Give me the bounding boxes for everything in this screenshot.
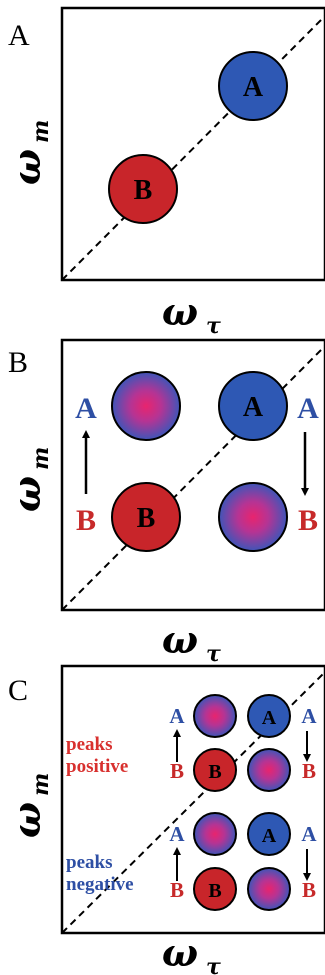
- panel-b-letter: B: [8, 346, 28, 379]
- panel-c-lower-peak-a: [247, 812, 291, 856]
- panel-c-lower-right-bottom: B: [302, 878, 316, 902]
- svg-text:m: m: [28, 773, 54, 796]
- panel-c-lower-peak-b: [193, 867, 237, 911]
- panel-c-frame: [60, 664, 325, 935]
- panel-c-negative-line1: peaks: [66, 852, 112, 873]
- panel-c-diagonal: [61, 671, 325, 934]
- panel-a-frame: [60, 6, 325, 282]
- panel-c-letter: C: [8, 674, 28, 707]
- svg-text:ω: ω: [162, 289, 198, 334]
- panel-b-cross-peak-bottom: [218, 482, 288, 552]
- svg-text:ω: ω: [162, 617, 198, 662]
- panel-b-peak-b: [111, 482, 181, 552]
- svg-text:τ: τ: [206, 954, 221, 975]
- panel-c-lower-peak-b-label: B: [208, 880, 221, 902]
- svg-text:m: m: [28, 447, 54, 470]
- svg-text:ω: ω: [4, 476, 49, 512]
- panel-a-peak-a-label: A: [243, 72, 264, 103]
- panel-c-lower-left-bottom: B: [170, 878, 184, 902]
- panel-c-positive-line2: positive: [66, 756, 128, 777]
- panel-b-diagonal: [61, 345, 325, 611]
- panel-a-peak-b-label: B: [134, 175, 153, 206]
- panel-c-negative-line2: negative: [66, 874, 134, 895]
- panel-a-letter: A: [8, 19, 30, 52]
- panel-c-upper-right-bottom: B: [302, 759, 316, 783]
- panel-c-y-axis-label: ω m: [4, 773, 54, 838]
- panel-b-frame: [60, 338, 325, 612]
- panel-b-right-bottom-label: B: [298, 504, 318, 537]
- panel-a-y-axis-label: ω m: [4, 120, 54, 185]
- panel-c-lower-cross-peak-top: [193, 812, 237, 856]
- panel-c-lower-right-top: A: [301, 822, 317, 846]
- panel-c-x-axis-label: ω τ: [162, 930, 221, 975]
- panel-a-x-axis-label: ω τ: [162, 289, 221, 339]
- svg-text:m: m: [28, 120, 54, 143]
- panel-a-diagonal: [61, 15, 325, 281]
- panel-c-upper-right-top: A: [301, 704, 317, 728]
- panel-b-x-axis-label: ω τ: [162, 617, 221, 667]
- panel-c: C peaks positive peaks negative A B A B …: [4, 664, 325, 975]
- panel-b-right-top-label: A: [297, 392, 319, 425]
- svg-text:τ: τ: [206, 641, 221, 667]
- panel-c-lower-left-top: A: [169, 822, 185, 846]
- panel-c-upper-left-top: A: [169, 704, 185, 728]
- panel-c-upper-peak-b-label: B: [208, 761, 221, 783]
- panel-c-upper-peak-b: [193, 748, 237, 792]
- panel-b-cross-peak-top: [111, 371, 181, 441]
- panel-c-lower-cross-peak-bottom: [247, 867, 291, 911]
- panel-b: B A B A B A B ω m ω τ: [4, 338, 325, 667]
- panel-c-upper-peak-a-label: A: [262, 707, 277, 729]
- panel-b-peak-a: [218, 371, 288, 441]
- panel-c-lower-peak-a-label: A: [262, 825, 277, 847]
- svg-text:ω: ω: [4, 802, 49, 838]
- panel-b-peak-a-label: A: [243, 392, 264, 423]
- panel-b-left-top-label: A: [75, 392, 97, 425]
- panel-b-y-axis-label: ω m: [4, 447, 54, 512]
- panel-a-peak-b: [108, 154, 178, 224]
- svg-text:τ: τ: [206, 313, 221, 339]
- panel-c-upper-cross-peak-bottom: [247, 748, 291, 792]
- panel-c-positive-line1: peaks: [66, 734, 112, 755]
- panel-a-peak-a: [218, 51, 288, 121]
- panel-b-peak-b-label: B: [137, 503, 156, 534]
- panel-c-upper-peak-a: [247, 694, 291, 738]
- panel-a: A A B ω m ω τ: [4, 6, 325, 339]
- panel-b-left-bottom-label: B: [76, 504, 96, 537]
- svg-text:ω: ω: [162, 930, 198, 975]
- panel-c-upper-left-bottom: B: [170, 759, 184, 783]
- svg-text:ω: ω: [4, 149, 49, 185]
- panel-c-upper-cross-peak-top: [193, 694, 237, 738]
